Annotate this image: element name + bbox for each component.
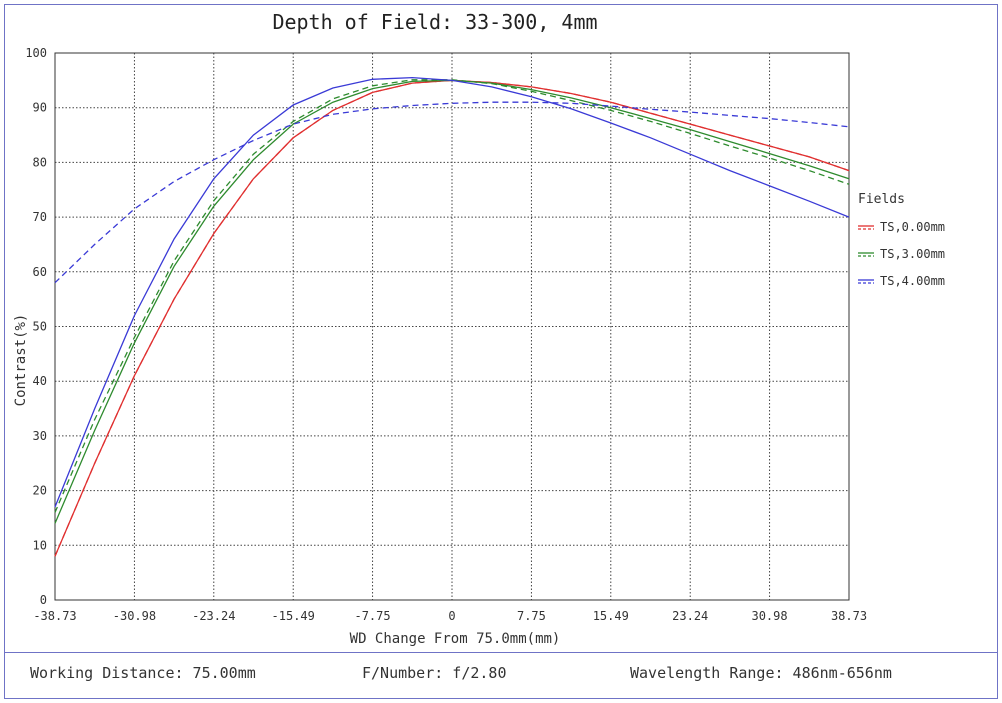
x-tick-label: -15.49 [272, 609, 315, 623]
chart-title: Depth of Field: 33-300, 4mm [272, 10, 597, 34]
x-tick-label: 0 [448, 609, 455, 623]
x-tick-label: 23.24 [672, 609, 708, 623]
y-tick-label: 70 [33, 210, 47, 224]
legend: Fields TS,0.00mm TS,3.00mm TS,4.00mm [858, 192, 945, 288]
x-tick-label: 7.75 [517, 609, 546, 623]
x-tick-label: 38.73 [831, 609, 867, 623]
y-tick-label: 50 [33, 320, 47, 334]
y-tick-label: 80 [33, 155, 47, 169]
working-distance-text: Working Distance: 75.00mm [30, 664, 256, 682]
x-tick-label: 30.98 [751, 609, 787, 623]
legend-label: TS,3.00mm [880, 247, 945, 261]
axis-tick-labels: -38.73 -30.98 -23.24 -15.49 -7.75 0 7.75 15.49 2… [25, 46, 867, 623]
plot-area-border [54, 52, 850, 601]
footer-divider [4, 652, 998, 653]
x-tick-label: -23.24 [192, 609, 235, 623]
dof-chart: Depth of Field: 33-300, 4mm -38.73 -30.98… [13, 10, 945, 647]
wavelength-range-text: Wavelength Range: 486nm-656nm [630, 664, 892, 682]
grid-lines [55, 53, 849, 600]
y-tick-label: 40 [33, 374, 47, 388]
y-tick-label: 10 [33, 538, 47, 552]
y-tick-label: 20 [33, 484, 47, 498]
y-tick-label: 30 [33, 429, 47, 443]
x-axis-label: WD Change From 75.0mm(mm) [350, 631, 561, 647]
y-tick-label: 90 [33, 101, 47, 115]
x-tick-label: 15.49 [593, 609, 629, 623]
legend-title: Fields [858, 192, 905, 207]
x-tick-label: -7.75 [354, 609, 390, 623]
y-tick-label: 60 [33, 265, 47, 279]
series-line-ts-4-00mm-dashed [54, 101, 850, 284]
chart-frame [4, 4, 998, 699]
f-number-text: F/Number: f/2.80 [362, 664, 507, 682]
series-lines [54, 76, 850, 557]
x-tick-label: -30.98 [113, 609, 156, 623]
y-axis-label: Contrast(%) [13, 314, 29, 407]
y-tick-label: 100 [25, 46, 47, 60]
legend-label: TS,0.00mm [880, 220, 945, 234]
legend-label: TS,4.00mm [880, 274, 945, 288]
x-tick-label: -38.73 [33, 609, 76, 623]
series-line-ts-4-00mm-solid [54, 76, 850, 508]
y-tick-label: 0 [40, 593, 47, 607]
